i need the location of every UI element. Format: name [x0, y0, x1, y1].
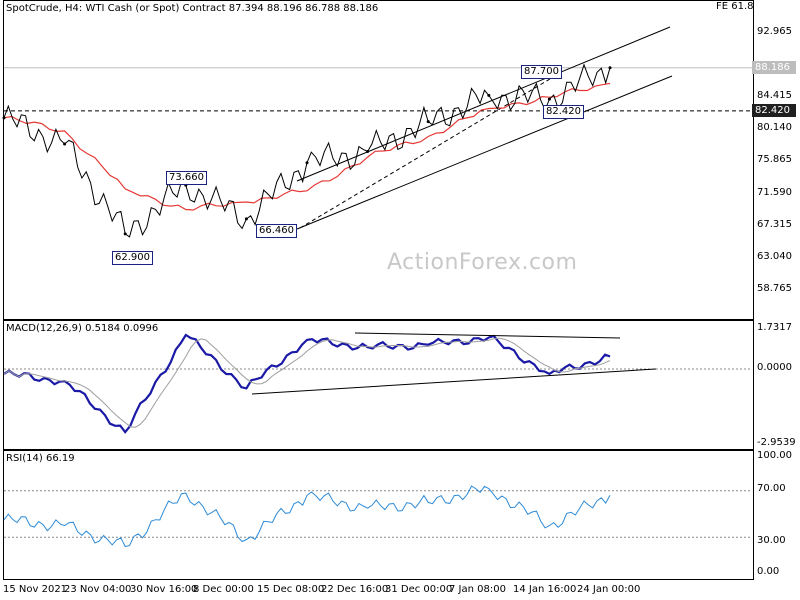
macd-tick: 0.0000 — [757, 362, 792, 373]
price-point — [426, 120, 430, 124]
rsi-tick: 100.00 — [757, 450, 792, 461]
price-point — [547, 97, 551, 101]
rsi-title: RSI(14) 66.19 — [6, 453, 75, 464]
time-tick: 22 Dec 16:00 — [321, 584, 389, 595]
price-point — [2, 116, 6, 120]
macd-title: MACD(12,26,9) 0.5184 0.0996 — [6, 323, 159, 334]
price-point — [244, 217, 248, 221]
macd-resistance-trendline — [354, 332, 621, 339]
time-tick: 14 Jan 16:00 — [513, 584, 577, 595]
macd-tick: -2.9539 — [757, 437, 796, 448]
fe-label: FE 61.8 — [716, 1, 754, 12]
price-tick: 67.315 — [757, 219, 792, 230]
swing-low-label: 62.900 — [112, 251, 153, 265]
time-tick: 23 Nov 04:00 — [64, 584, 132, 595]
rsi-line — [3, 485, 611, 548]
watermark: ActionForex.com — [387, 250, 578, 275]
price-point — [608, 66, 612, 70]
ohlc-label: 87.394 88.196 86.788 88.186 — [228, 3, 379, 14]
macd-signal-line — [3, 337, 611, 428]
price-tick: 58.765 — [757, 283, 792, 294]
support-level-badge: 82.420 — [752, 104, 796, 117]
macd-support-trendline — [251, 368, 657, 395]
price-point — [63, 142, 67, 146]
channel-upper-line — [296, 26, 671, 182]
swing-low-label: 82.420 — [543, 105, 584, 119]
price-series-line — [3, 63, 611, 238]
swing-high-label: 87.700 — [521, 65, 562, 79]
time-tick: 31 Dec 00:00 — [385, 584, 453, 595]
swing-low-label: 66.460 — [256, 224, 297, 238]
price-tick: 84.415 — [757, 90, 792, 101]
price-point — [366, 150, 370, 154]
channel-lower-line — [296, 75, 673, 230]
rsi-pane[interactable] — [3, 450, 754, 580]
symbol-label: SpotCrude, H4: — [6, 3, 83, 14]
price-pane[interactable] — [3, 0, 754, 320]
description-label: WTI Cash (or Spot) Contract — [85, 3, 226, 14]
time-tick: 15 Dec 08:00 — [257, 584, 325, 595]
price-point — [487, 93, 491, 97]
fibo-projection-line — [299, 72, 561, 229]
price-tick: 80.140 — [757, 122, 792, 133]
price-point — [123, 232, 127, 236]
moving-average-line — [3, 82, 611, 211]
price-tick: 63.040 — [757, 251, 792, 262]
rsi-tick: 0.00 — [757, 566, 780, 577]
macd-tick: 1.7317 — [757, 322, 792, 333]
swing-high-label: 73.660 — [166, 171, 207, 185]
price-point — [305, 161, 309, 165]
rsi-tick: 70.00 — [757, 483, 786, 494]
macd-line — [3, 333, 611, 434]
time-tick: 7 Jan 08:00 — [449, 584, 506, 595]
time-tick: 30 Nov 16:00 — [130, 584, 198, 595]
time-tick: 8 Dec 00:00 — [193, 584, 254, 595]
price-tick: 92.965 — [757, 26, 792, 37]
chart-header: SpotCrude, H4: WTI Cash (or Spot) Contra… — [6, 3, 378, 14]
current-price-badge: 88.186 — [752, 61, 796, 74]
price-tick: 71.590 — [757, 187, 792, 198]
rsi-tick: 30.00 — [757, 535, 786, 546]
time-tick: 24 Jan 00:00 — [577, 584, 641, 595]
price-tick: 75.865 — [757, 154, 792, 165]
time-tick: 15 Nov 2021 — [3, 584, 68, 595]
